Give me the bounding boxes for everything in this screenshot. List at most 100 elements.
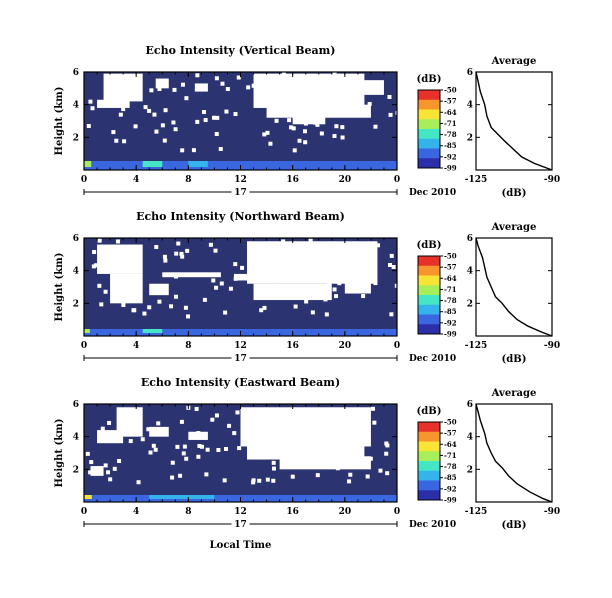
no-data-speck <box>180 148 185 153</box>
date-label: 17 <box>234 354 247 364</box>
y-tick-label: 4 <box>73 267 79 277</box>
no-data-speck <box>274 118 279 123</box>
no-data-speck <box>300 118 305 123</box>
colorbar-cell <box>418 296 440 300</box>
y-tick-label: 4 <box>73 101 79 111</box>
no-data-speck <box>115 239 120 244</box>
colorbar-cell <box>418 478 440 481</box>
no-data-speck <box>237 446 242 451</box>
colorbar-cell <box>418 166 440 169</box>
colorbar-cell <box>418 160 440 163</box>
no-data-speck <box>384 441 389 446</box>
no-data-speck <box>215 115 220 120</box>
no-data-speck <box>279 245 284 250</box>
colorbar-cell <box>418 476 440 480</box>
colorbar-cell <box>418 310 440 314</box>
no-data-speck <box>371 81 376 86</box>
average-x-tick-label: -125 <box>465 175 488 185</box>
no-data-speck <box>340 135 345 140</box>
no-data-block <box>162 272 221 278</box>
no-data-speck <box>170 460 175 465</box>
no-data-speck <box>389 253 394 258</box>
no-data-speck <box>267 272 272 277</box>
no-data-speck <box>262 132 267 137</box>
no-data-speck <box>208 242 213 247</box>
no-data-block <box>247 443 365 460</box>
colorbar-cell <box>418 490 440 493</box>
colorbar-cell <box>418 259 440 263</box>
average-y-tick-label: 6 <box>467 68 473 78</box>
colorbar-cell <box>418 269 440 273</box>
no-data-speck <box>340 430 345 435</box>
colorbar-tick-label: -57 <box>444 263 457 272</box>
colorbar-cell <box>418 158 440 161</box>
x-tick-label: 20 <box>339 341 352 351</box>
no-data-speck <box>179 251 184 256</box>
no-data-speck <box>103 289 108 294</box>
no-data-block <box>103 73 143 102</box>
average-x-tick-label: -90 <box>544 507 560 517</box>
no-data-speck <box>169 304 174 309</box>
colorbar-cell <box>418 433 440 437</box>
no-data-speck <box>312 241 317 246</box>
colorbar-cell <box>418 121 440 124</box>
colorbar-cell <box>418 435 440 439</box>
no-data-speck <box>348 472 353 477</box>
colorbar-cell <box>418 257 440 261</box>
surface-echo-cell <box>84 161 92 170</box>
y-tick-label: 2 <box>73 133 79 143</box>
x-tick-label: 20 <box>339 507 352 517</box>
colorbar-cell <box>418 459 440 462</box>
colorbar-cell <box>418 306 440 310</box>
x-tick-label: 8 <box>185 175 191 185</box>
no-data-speck <box>286 96 291 101</box>
no-data-speck <box>263 95 268 100</box>
no-data-speck <box>292 276 297 281</box>
x-tick-label: 0 <box>81 341 87 351</box>
no-data-speck <box>348 463 353 468</box>
colorbar-tick-label: -50 <box>444 418 457 427</box>
x-tick-label: 0 <box>394 507 400 517</box>
no-data-speck <box>179 419 184 424</box>
x-tick-label: 16 <box>286 175 299 185</box>
no-data-speck <box>185 248 190 253</box>
colorbar-cell <box>418 461 440 464</box>
no-data-speck <box>367 101 372 106</box>
colorbar-cell <box>418 304 440 308</box>
date-label-bg <box>231 187 250 196</box>
colorbar-cell <box>418 136 440 140</box>
no-data-speck <box>86 124 91 129</box>
no-data-speck <box>195 119 200 124</box>
no-data-speck <box>202 297 207 302</box>
no-data-speck <box>181 451 186 456</box>
no-data-speck <box>302 266 307 271</box>
no-data-speck <box>335 111 340 116</box>
no-data-speck <box>251 480 256 485</box>
colorbar-cell <box>418 427 440 431</box>
colorbar-cell <box>418 271 440 275</box>
colorbar-cell <box>418 474 440 478</box>
no-data-speck <box>100 426 105 431</box>
no-data-speck <box>333 253 338 258</box>
no-data-speck <box>121 302 126 307</box>
no-data-speck <box>373 281 378 286</box>
colorbar-cell <box>418 298 440 302</box>
colorbar-cell <box>418 277 440 280</box>
colorbar-cell <box>418 129 440 132</box>
colorbar-cell <box>418 113 440 116</box>
colorbar-cell <box>418 91 440 95</box>
no-data-speck <box>180 254 185 259</box>
no-data-block <box>233 273 248 281</box>
no-data-speck <box>262 420 267 425</box>
no-data-block <box>149 426 169 437</box>
colorbar-tick-label: -78 <box>444 462 457 471</box>
no-data-speck <box>257 478 262 483</box>
colorbar-cell <box>418 103 440 107</box>
colorbar-cell <box>418 97 440 101</box>
no-data-speck <box>114 138 119 143</box>
no-data-speck <box>236 75 241 80</box>
colorbar-cell <box>418 285 440 288</box>
no-data-speck <box>303 259 308 264</box>
colorbar-cell <box>418 127 440 130</box>
colorbar-cell <box>418 322 440 325</box>
